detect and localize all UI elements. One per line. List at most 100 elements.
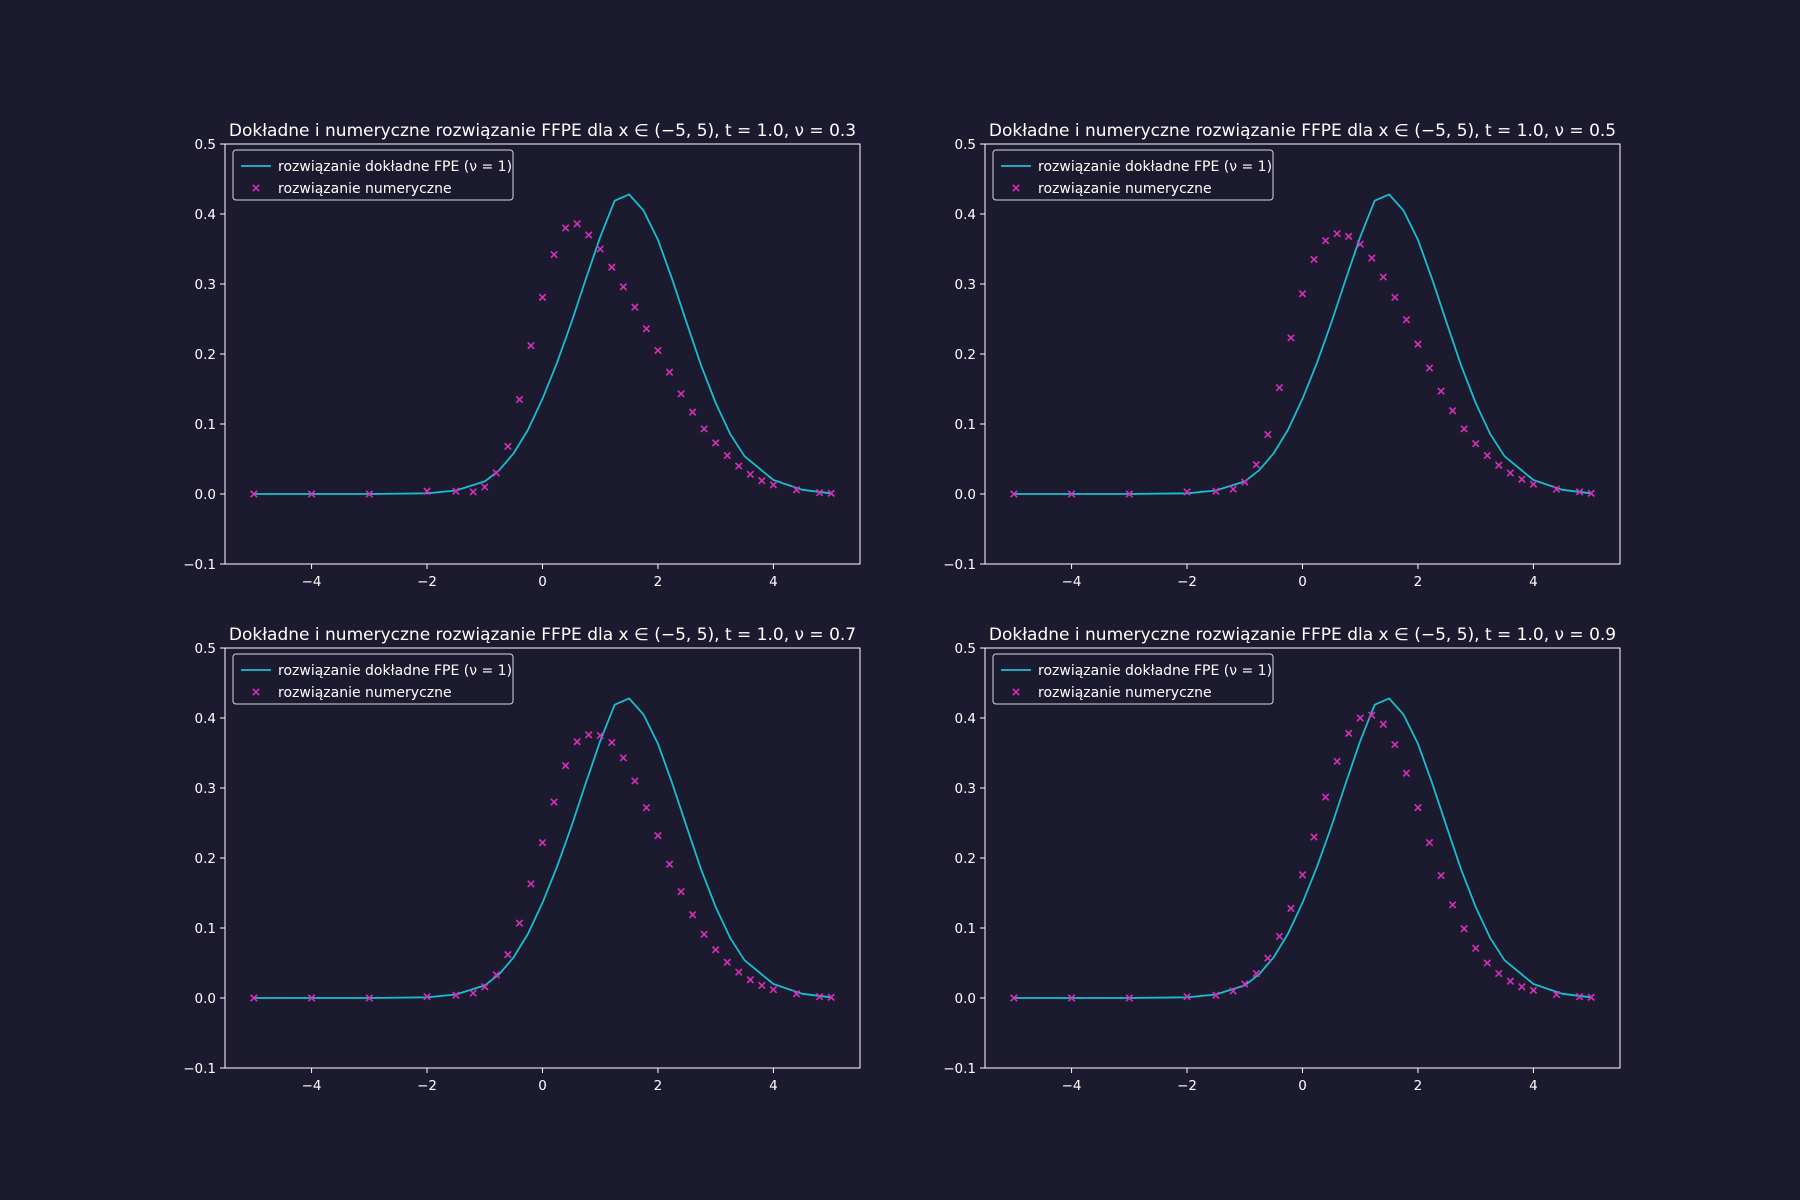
- y-tick-label: 0.3: [195, 781, 216, 797]
- numeric-point: [1264, 954, 1272, 962]
- legend-entry-numeric: rozwiązanie numeryczne: [1038, 181, 1212, 197]
- y-tick-label: 0.2: [195, 347, 216, 363]
- chart-panel-nu-0-7: Dokładne i numeryczne rozwiązanie FFPE d…: [183, 625, 861, 1094]
- y-tick-label: 0.0: [955, 991, 976, 1007]
- y-tick-label: −0.1: [183, 557, 216, 573]
- numeric-point: [1529, 480, 1538, 488]
- numeric-point: [1425, 838, 1434, 847]
- legend-marker-swatch: [252, 184, 260, 192]
- legend-marker-swatch: [1012, 688, 1020, 696]
- numeric-point: [1183, 992, 1191, 1001]
- panels-container: Dokładne i numeryczne rozwiązanie FFPE d…: [183, 121, 1621, 1094]
- numeric-point: [1391, 740, 1399, 749]
- x-tick-label: −2: [1177, 574, 1197, 590]
- numeric-point: [452, 991, 460, 999]
- numeric-point: [631, 303, 639, 311]
- numeric-point: [527, 880, 535, 888]
- numeric-point: [1379, 273, 1388, 281]
- legend: rozwiązanie dokładne FPE (ν = 1) rozwiąza…: [992, 149, 1274, 201]
- numeric-point: [584, 731, 593, 739]
- numeric-point: [746, 976, 755, 984]
- numeric-point: [631, 777, 639, 785]
- legend-box: [992, 653, 1274, 705]
- y-tick-label: 0.3: [955, 781, 976, 797]
- numeric-point: [1414, 803, 1422, 812]
- numeric-point: [688, 408, 697, 416]
- numeric-point: [561, 761, 570, 770]
- numeric-point: [307, 994, 316, 1002]
- numeric-point: [1212, 991, 1220, 999]
- numeric-point: [769, 481, 778, 489]
- numeric-point: [538, 293, 547, 302]
- numeric-point: [527, 341, 535, 350]
- numeric-solution-points: [1010, 229, 1595, 498]
- numeric-point: [1356, 714, 1364, 722]
- numeric-point: [1368, 254, 1376, 262]
- legend-entry-numeric: rozwiązanie numeryczne: [278, 181, 452, 197]
- numeric-point: [1010, 490, 1018, 498]
- numeric-point: [1287, 334, 1295, 342]
- x-tick-label: 0: [1298, 1078, 1307, 1094]
- numeric-point: [1518, 475, 1526, 484]
- numeric-point: [1483, 959, 1491, 967]
- numeric-point: [1460, 924, 1468, 933]
- legend-marker-swatch: [252, 688, 260, 696]
- numeric-point: [1483, 451, 1491, 460]
- legend-box: [232, 653, 514, 705]
- legend: rozwiązanie dokładne FPE (ν = 1) rozwiąza…: [992, 653, 1274, 705]
- x-tick-label: 0: [538, 574, 547, 590]
- numeric-point: [469, 488, 477, 496]
- y-tick-label: 0.1: [195, 921, 216, 937]
- numeric-point: [1495, 969, 1503, 978]
- numeric-point: [1333, 757, 1341, 766]
- y-tick-label: 0.4: [195, 207, 216, 223]
- chart-title: Dokładne i numeryczne rozwiązanie FFPE d…: [229, 121, 856, 141]
- numeric-solution-points: [250, 220, 835, 498]
- numeric-point: [1471, 944, 1480, 953]
- x-tick-label: −4: [302, 574, 322, 590]
- numeric-point: [1575, 992, 1584, 1001]
- y-tick-label: 0.0: [195, 487, 216, 503]
- numeric-point: [827, 993, 835, 1002]
- y-tick-label: −0.1: [943, 557, 976, 573]
- numeric-point: [1275, 932, 1284, 941]
- numeric-point: [619, 754, 628, 762]
- y-tick-label: −0.1: [183, 1061, 216, 1077]
- numeric-point: [1310, 255, 1318, 264]
- numeric-point: [1010, 994, 1018, 1002]
- y-tick-label: 0.4: [195, 711, 216, 727]
- numeric-point: [515, 395, 524, 404]
- numeric-point: [1125, 994, 1134, 1002]
- numeric-point: [654, 346, 662, 355]
- numeric-point: [608, 738, 616, 747]
- y-tick-label: 0.4: [955, 711, 976, 727]
- numeric-point: [1344, 729, 1353, 738]
- numeric-point: [1414, 340, 1422, 348]
- numeric-point: [619, 283, 628, 291]
- x-tick-label: 4: [1529, 1078, 1538, 1094]
- numeric-point: [1321, 236, 1330, 245]
- x-tick-label: −2: [417, 574, 437, 590]
- numeric-point: [1506, 977, 1515, 985]
- numeric-point: [492, 971, 501, 979]
- legend-box: [232, 149, 514, 201]
- numeric-point: [1437, 387, 1445, 395]
- numeric-point: [365, 490, 374, 498]
- numeric-point: [596, 245, 604, 253]
- chart-title: Dokładne i numeryczne rozwiązanie FFPE d…: [989, 121, 1616, 141]
- x-tick-label: −4: [1062, 574, 1082, 590]
- x-tick-label: −2: [1177, 1078, 1197, 1094]
- y-tick-label: 0.1: [955, 921, 976, 937]
- numeric-point: [1241, 980, 1249, 988]
- numeric-point: [1333, 229, 1341, 238]
- x-tick-label: 2: [654, 1078, 663, 1094]
- numeric-point: [1552, 485, 1561, 493]
- numeric-point: [550, 798, 558, 806]
- numeric-point: [550, 250, 558, 259]
- x-tick-label: 4: [1529, 574, 1538, 590]
- numeric-point: [1264, 430, 1272, 439]
- y-tick-label: 0.1: [955, 417, 976, 433]
- numeric-point: [1495, 461, 1503, 470]
- numeric-point: [596, 731, 604, 740]
